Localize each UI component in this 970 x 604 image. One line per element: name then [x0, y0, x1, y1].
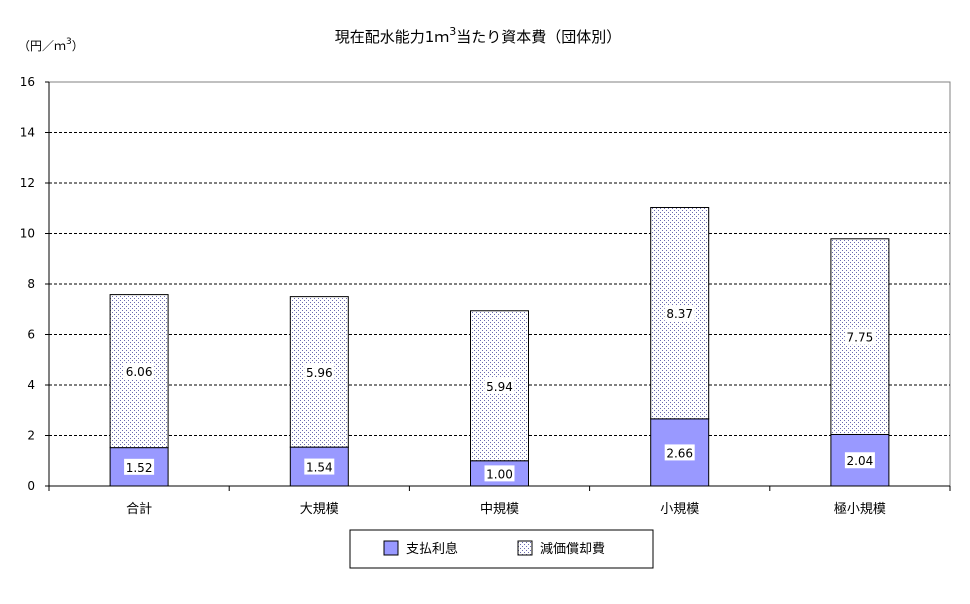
legend-swatch-depreciation	[517, 540, 533, 556]
data-label-bg	[484, 377, 515, 394]
data-label-bg	[844, 328, 875, 345]
legend: 支払利息 減価償却費	[349, 529, 654, 569]
data-label: 8.37	[666, 307, 693, 321]
x-tick-label: 合計	[126, 501, 152, 517]
legend-label-interest: 支払利息	[406, 541, 458, 557]
x-tick-label: 小規模	[660, 502, 699, 517]
y-tick-label: 10	[20, 227, 35, 241]
data-label-bg	[664, 305, 695, 322]
data-label: 5.96	[306, 366, 333, 380]
y-axis-ticks: 0 2 4 6 8 10 12 14 16	[20, 75, 49, 493]
y-axis-label: （円／ｍ3）	[18, 37, 84, 53]
y-tick-label: 14	[20, 126, 35, 140]
legend-box	[349, 529, 654, 569]
y-tick-label: 6	[27, 328, 35, 342]
data-label-bg	[844, 452, 875, 469]
data-label-bg	[124, 458, 155, 475]
gridlines	[49, 132, 950, 436]
x-tick-label: 中規模	[480, 502, 519, 517]
y-tick-label: 12	[20, 176, 35, 190]
x-axis: 合計 大規模 中規模 小規模 極小規模	[48, 82, 951, 517]
data-label-bg	[664, 444, 695, 461]
data-label: 1.00	[486, 467, 513, 481]
data-label-bg	[124, 363, 155, 380]
data-label: 2.04	[847, 454, 874, 468]
x-tick-label: 極小規模	[834, 501, 886, 517]
y-tick-label: 2	[27, 429, 35, 443]
data-label-bg	[304, 458, 335, 475]
legend-swatch-interest	[383, 540, 399, 556]
data-label: 5.94	[486, 380, 513, 394]
data-label: 7.75	[847, 331, 874, 345]
y-tick-label: 8	[27, 277, 35, 291]
data-labels: 1.52 6.06 1.54 5.96 1.00 5.94 2.66 8.37 2.04 7.75	[124, 305, 875, 482]
chart-title: 現在配水能力1ｍ3当たり資本費（団体別）	[335, 25, 622, 46]
y-tick-label: 4	[27, 378, 35, 392]
y-tick-label: 16	[20, 75, 35, 89]
data-label: 6.06	[126, 365, 153, 379]
legend-label-depreciation: 減価償却費	[540, 541, 605, 557]
data-label: 1.54	[306, 461, 333, 475]
data-label: 2.66	[666, 446, 693, 460]
data-label-bg	[304, 363, 335, 380]
data-label: 1.52	[126, 461, 153, 475]
y-tick-label: 0	[27, 479, 35, 493]
x-tick-label: 大規模	[300, 502, 339, 517]
data-label-bg	[484, 465, 515, 482]
